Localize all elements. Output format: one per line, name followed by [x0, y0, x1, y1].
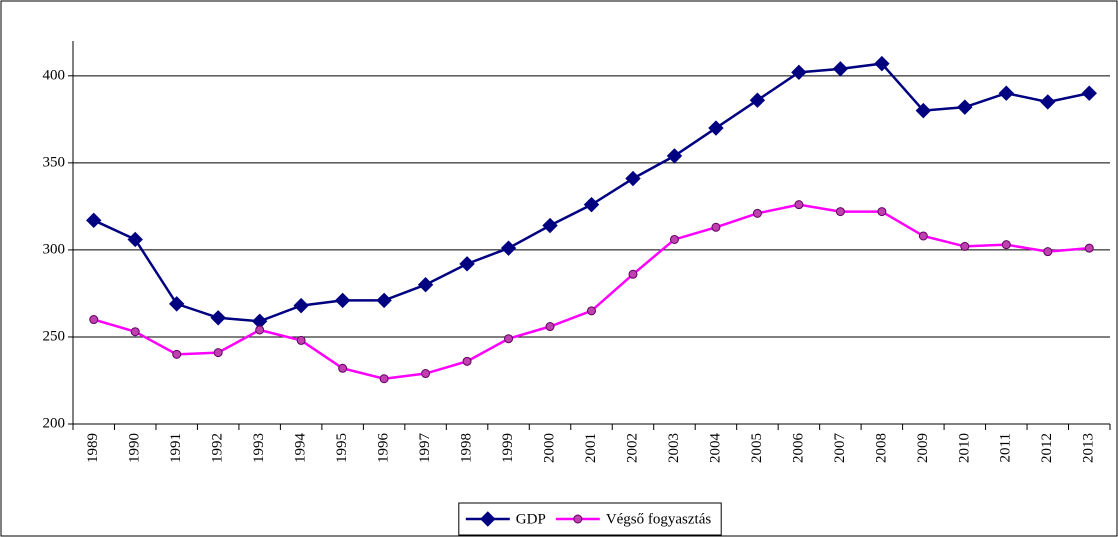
point — [749, 92, 766, 108]
point — [172, 349, 182, 359]
point — [628, 269, 638, 279]
x-tick-label: 2010 — [956, 433, 972, 463]
point — [998, 85, 1015, 101]
point — [960, 241, 970, 251]
point — [504, 334, 514, 344]
point — [334, 292, 351, 309]
x-tick-label: 2003 — [666, 433, 682, 463]
x-tick-label: 1998 — [458, 433, 474, 463]
point — [711, 222, 721, 232]
x-tick-label: 2007 — [832, 433, 848, 464]
point — [791, 64, 807, 81]
point — [832, 61, 849, 77]
legend-marker — [480, 511, 496, 527]
point — [89, 315, 99, 325]
point — [1084, 243, 1094, 253]
point — [210, 310, 226, 326]
point — [1040, 94, 1056, 110]
point — [500, 240, 517, 256]
x-tick-label: 2009 — [915, 433, 931, 463]
x-tick-label: 2004 — [707, 433, 723, 464]
point — [835, 207, 845, 217]
x-tick-label: 2006 — [790, 433, 806, 464]
x-tick-label: 2011 — [998, 433, 1014, 462]
y-tick-label: 250 — [43, 328, 66, 344]
point — [666, 148, 683, 164]
point — [545, 322, 555, 332]
point — [915, 102, 932, 119]
point — [130, 327, 140, 337]
point — [379, 374, 389, 384]
x-tick-label: 2013 — [1081, 433, 1097, 463]
point — [127, 231, 143, 248]
point — [338, 363, 348, 373]
x-tick-label: 1995 — [334, 433, 350, 463]
point — [168, 296, 185, 312]
point — [417, 277, 434, 293]
point — [625, 170, 641, 187]
point — [296, 335, 306, 345]
y-tick-label: 400 — [43, 67, 66, 83]
point — [752, 208, 762, 218]
legend-label: Végső fogyasztás — [606, 511, 712, 527]
point — [957, 99, 973, 115]
point — [421, 369, 431, 379]
x-tick-label: 1992 — [210, 433, 226, 463]
x-tick-label: 1999 — [500, 433, 516, 463]
x-tick-label: 2008 — [873, 433, 889, 463]
x-tick-label: 1990 — [127, 433, 143, 463]
point — [1043, 247, 1053, 257]
point — [255, 325, 265, 335]
legend: GDP Végső fogyasztás — [458, 502, 722, 536]
point — [583, 196, 600, 213]
point — [376, 292, 392, 309]
x-tick-label: 1996 — [376, 433, 392, 464]
y-tick-label: 350 — [43, 154, 66, 170]
point — [462, 356, 472, 366]
point — [587, 306, 596, 316]
point — [708, 120, 724, 136]
point — [918, 231, 928, 241]
x-tick-label: 2001 — [583, 433, 599, 463]
legend-label: GDP — [516, 511, 546, 527]
point — [213, 348, 223, 358]
y-tick-label: 200 — [43, 415, 66, 431]
x-tick-label: 2005 — [749, 433, 765, 463]
x-tick-label: 1994 — [293, 433, 309, 464]
point — [459, 256, 475, 272]
point — [874, 55, 890, 72]
point — [1081, 85, 1097, 101]
x-tick-label: 2000 — [541, 433, 557, 463]
point — [542, 217, 558, 234]
point — [293, 297, 309, 314]
y-tick-label: 300 — [43, 241, 66, 257]
point — [794, 200, 804, 210]
point — [1001, 240, 1011, 250]
point — [86, 212, 102, 229]
x-tick-label: 2012 — [1039, 433, 1055, 463]
point — [669, 234, 679, 244]
x-tick-label: 1991 — [168, 433, 184, 463]
x-tick-label: 1993 — [251, 433, 267, 463]
x-tick-label: 1989 — [85, 433, 101, 463]
x-tick-label: 1997 — [417, 433, 433, 464]
legend-marker — [573, 514, 583, 524]
x-tick-label: 2002 — [624, 433, 640, 463]
point — [877, 207, 887, 217]
